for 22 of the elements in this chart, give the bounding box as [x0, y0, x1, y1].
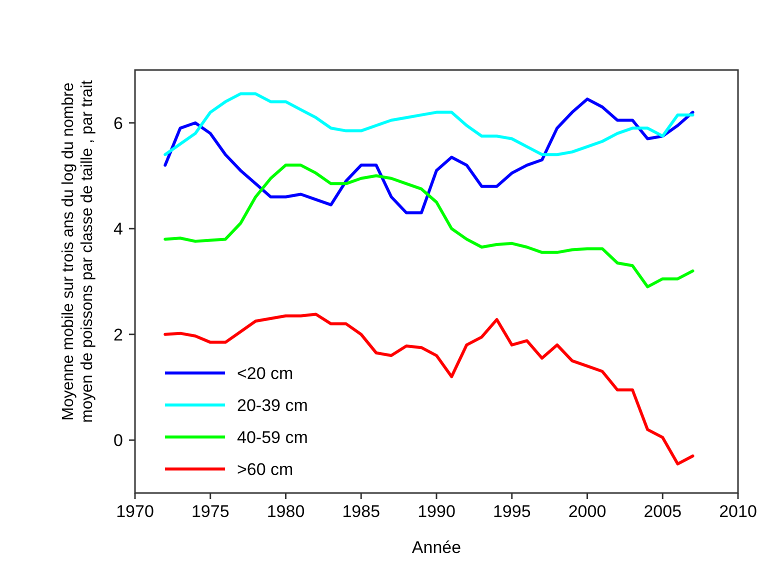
line-series — [164, 92, 694, 156]
x-tick-label: 2010 — [719, 502, 757, 521]
y-tick-label: 0 — [114, 431, 123, 450]
x-tick-label: 1995 — [492, 502, 531, 521]
legend-label: <20 cm — [237, 364, 294, 383]
x-tick-label: 2005 — [644, 502, 682, 521]
x-tick-label: 1975 — [191, 502, 230, 521]
legend-label: 20-39 cm — [237, 396, 308, 415]
y-axis-title: Moyenne mobile sur trois ans du log du nombre moyen de poissons par classe de taille , par trait — [60, 80, 96, 423]
x-tick-label: 1970 — [116, 502, 154, 521]
legend-label: >60 cm — [237, 460, 294, 479]
x-tick-label: 1990 — [418, 502, 456, 521]
y-tick-label: 2 — [114, 325, 123, 344]
line-series — [164, 98, 694, 214]
legend-label: 40-59 cm — [237, 428, 308, 447]
x-tick-label: 1985 — [342, 502, 380, 521]
y-tick-label: 4 — [114, 220, 123, 239]
y-tick-label: 6 — [114, 114, 123, 133]
line-series — [164, 164, 694, 288]
x-tick-label: 1980 — [266, 502, 305, 521]
x-axis-title: Année — [412, 538, 462, 557]
x-tick-label: 2000 — [568, 502, 606, 521]
